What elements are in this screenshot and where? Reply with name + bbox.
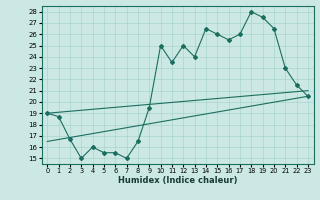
X-axis label: Humidex (Indice chaleur): Humidex (Indice chaleur) [118, 176, 237, 185]
